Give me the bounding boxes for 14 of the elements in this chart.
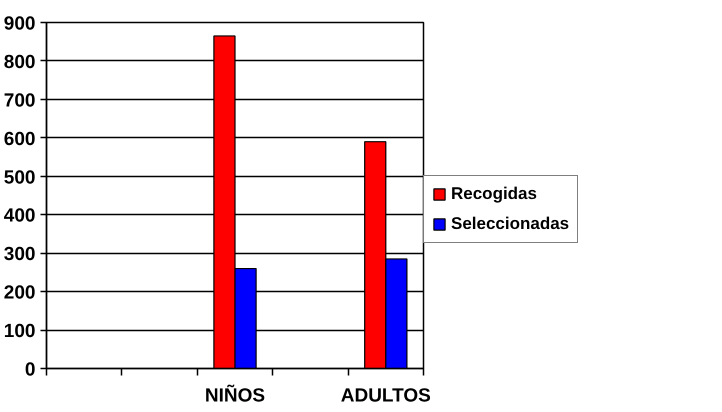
y-tick-label: 200 [4,282,36,304]
legend-label: Seleccionadas [451,214,570,234]
y-tick-label: 400 [4,206,36,227]
legend-label: Recogidas [451,184,537,204]
y-tick-label: 0 [24,360,36,380]
y-tick-label: 900 [4,14,36,34]
y-tick-label: 300 [4,244,36,266]
y-tick-label: 600 [4,128,36,150]
x-tick-label: ADULTOS [340,386,431,406]
y-tick-label: 500 [4,167,36,188]
y-tick-label: 800 [4,52,36,73]
y-tick-label: 700 [4,90,36,112]
x-tick-label: NIÑOS [204,384,266,406]
y-tick-label: 100 [4,321,36,342]
